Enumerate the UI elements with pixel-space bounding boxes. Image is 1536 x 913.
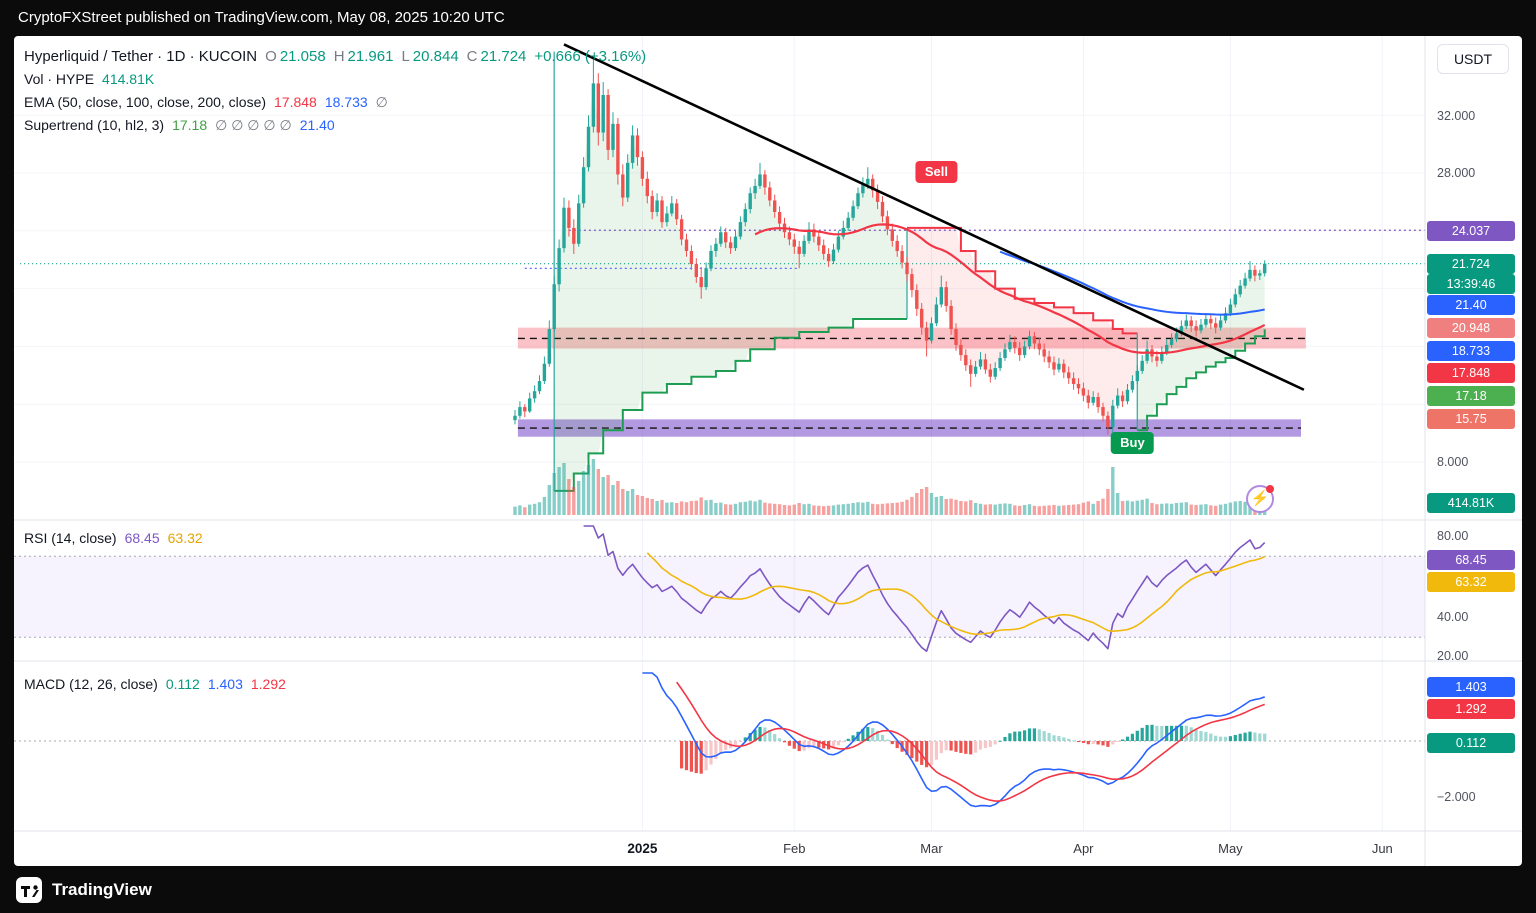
time-axis-label: Mar — [920, 841, 943, 856]
axis-tick-label: 8.000 — [1437, 455, 1469, 469]
axis-value-chip: 13:39:46 — [1427, 274, 1515, 294]
high-value: 21.961 — [347, 48, 394, 65]
macd-label: MACD (12, 26, close) — [24, 676, 158, 692]
macd-line-value: 1.403 — [207, 676, 243, 692]
axis-value-chip: 68.45 — [1427, 550, 1515, 570]
trendline — [563, 43, 1305, 391]
ema100-value: 18.733 — [324, 94, 368, 110]
open-value: 21.058 — [279, 48, 326, 65]
time-axis-label: Apr — [1073, 841, 1094, 856]
axis-value-chip: 0.112 — [1427, 733, 1515, 753]
supertrend-label: Supertrend (10, hl2, 3) — [24, 117, 165, 133]
ema50-value: 17.848 — [274, 94, 317, 110]
axis-value-chip: 24.037 — [1427, 221, 1515, 241]
axis-value-chip: 17.848 — [1427, 363, 1515, 383]
axis-value-chip: 1.403 — [1427, 677, 1515, 697]
axis-value-chip: 20.948 — [1427, 318, 1515, 338]
price-levels — [20, 229, 1425, 269]
axis-tick-label: 32.000 — [1437, 109, 1476, 123]
time-axis-label: May — [1218, 841, 1243, 856]
publication-bar: CryptoFXStreet published on TradingView.… — [0, 0, 1536, 36]
volume-label: Vol · HYPE — [24, 71, 95, 87]
axis-value-chip: 17.18 — [1427, 386, 1515, 406]
supertrend-empties: ∅ ∅ ∅ ∅ ∅ — [215, 117, 292, 133]
axis-tick-label: 40.00 — [1437, 610, 1469, 624]
time-axis-label: 2025 — [627, 841, 658, 856]
ema-label: EMA (50, close, 100, close, 200, close) — [24, 94, 267, 110]
axis-value-chip: 414.81K — [1427, 493, 1515, 513]
supertrend-secondary-value: 21.40 — [299, 117, 335, 133]
time-axis-label: Jun — [1371, 841, 1393, 856]
footer-brand-text: TradingView — [52, 879, 152, 899]
axis-value-chip: 1.292 — [1427, 699, 1515, 719]
axis-value-chip: 18.733 — [1427, 341, 1515, 361]
ema-legend-row[interactable]: EMA (50, close, 100, close, 200, close) … — [24, 94, 388, 111]
open-label: O — [265, 48, 277, 65]
axis-value-chip: 15.75 — [1427, 409, 1515, 429]
rsi-pane — [14, 525, 1425, 652]
axis-tick-label: 28.000 — [1437, 166, 1476, 180]
low-value: 20.844 — [412, 48, 459, 65]
footer-bar: TradingView — [0, 866, 1536, 913]
low-label: L — [401, 48, 410, 65]
volume-bars — [513, 459, 1267, 515]
axis-tick-label: −2.000 — [1437, 790, 1476, 804]
macd-hist-value: 0.112 — [165, 676, 200, 692]
pane-separators — [14, 36, 1522, 866]
chart-card: Hyperliquid / Tether · 1D · KUCOIN O 21.0… — [14, 36, 1522, 866]
rsi-ma-value: 63.32 — [167, 530, 203, 546]
tradingview-logo[interactable] — [16, 876, 42, 903]
symbol-title[interactable]: Hyperliquid / Tether · 1D · KUCOIN — [24, 48, 258, 65]
quick-trade-icon[interactable]: ⚡ — [1246, 485, 1274, 513]
high-label: H — [333, 48, 345, 65]
rsi-value: 68.45 — [124, 530, 160, 546]
symbol-legend-row[interactable]: Hyperliquid / Tether · 1D · KUCOIN O 21.0… — [24, 48, 646, 65]
macd-legend-row[interactable]: MACD (12, 26, close) 0.112 1.403 1.292 — [24, 676, 286, 692]
rsi-legend-row[interactable]: RSI (14, close) 68.45 63.32 — [24, 530, 203, 546]
axis-value-chip: 63.32 — [1427, 572, 1515, 592]
time-axis-label: Feb — [783, 841, 806, 856]
change-value: +0.666 (+3.16%) — [534, 48, 647, 65]
rsi-label: RSI (14, close) — [24, 530, 117, 546]
axis-tick-label: 80.00 — [1437, 529, 1469, 543]
buy-signal-label: Buy — [1111, 432, 1154, 455]
ema200-empty: ∅ — [375, 94, 388, 110]
volume-value: 414.81K — [102, 71, 155, 87]
close-label: C — [466, 48, 478, 65]
notification-dot — [1266, 485, 1274, 493]
macd-pane — [14, 672, 1425, 808]
axis-tick-label: 20.00 — [1437, 649, 1469, 663]
currency-button[interactable]: USDT — [1437, 44, 1509, 74]
axis-value-chip: 21.40 — [1427, 295, 1515, 315]
chart-canvas[interactable] — [14, 36, 1522, 866]
publication-text: CryptoFXStreet published on TradingView.… — [18, 9, 505, 26]
supertrend-legend-row[interactable]: Supertrend (10, hl2, 3) 17.18 ∅ ∅ ∅ ∅ ∅ … — [24, 117, 335, 134]
volume-legend-row[interactable]: Vol · HYPE 414.81K — [24, 71, 154, 87]
macd-signal-value: 1.292 — [250, 676, 286, 692]
supertrend-value: 17.18 — [172, 117, 208, 133]
axis-value-chip: 21.724 — [1427, 254, 1515, 274]
candlesticks — [513, 58, 1267, 448]
close-value: 21.724 — [480, 48, 527, 65]
sell-signal-label: Sell — [915, 160, 957, 183]
